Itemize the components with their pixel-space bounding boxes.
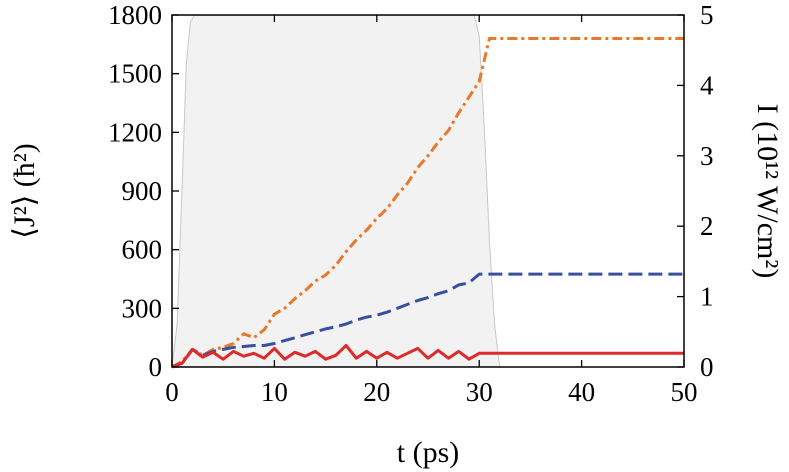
x-tick-label: 30 — [466, 377, 493, 407]
series-line-1 — [171, 37, 684, 369]
y2-tick-label: 1 — [700, 282, 714, 312]
series-layer — [171, 37, 684, 369]
y2-tick-label: 0 — [700, 352, 714, 382]
series-line-3 — [171, 344, 684, 369]
y2-axis-title: I (10¹² W/cm²) — [751, 104, 784, 279]
y-axis-title: ⟨J²⟩ (ħ²) — [8, 143, 41, 239]
y-tick-label: 900 — [122, 176, 163, 206]
x-tick-label: 50 — [671, 377, 698, 407]
y2-tick-label: 5 — [700, 0, 714, 30]
x-tick-label: 0 — [165, 377, 179, 407]
y-tick-label: 1200 — [108, 117, 162, 147]
x-tick-label: 10 — [261, 377, 288, 407]
area-layer — [171, 14, 684, 368]
y-tick-label: 1500 — [108, 59, 162, 89]
y-tick-label: 600 — [122, 235, 163, 265]
x-axis-title: t (ps) — [397, 436, 460, 469]
y-tick-label: 1800 — [108, 0, 162, 30]
y2-tick-label: 2 — [700, 211, 714, 241]
y2-tick-label: 3 — [700, 141, 714, 171]
y-tick-label: 0 — [149, 352, 163, 382]
intensity-area — [171, 14, 684, 368]
x-tick-label: 20 — [363, 377, 390, 407]
y-tick-label: 300 — [122, 293, 163, 323]
y2-tick-label: 4 — [700, 70, 714, 100]
series-line-2 — [171, 272, 684, 369]
x-tick-label: 40 — [568, 377, 595, 407]
